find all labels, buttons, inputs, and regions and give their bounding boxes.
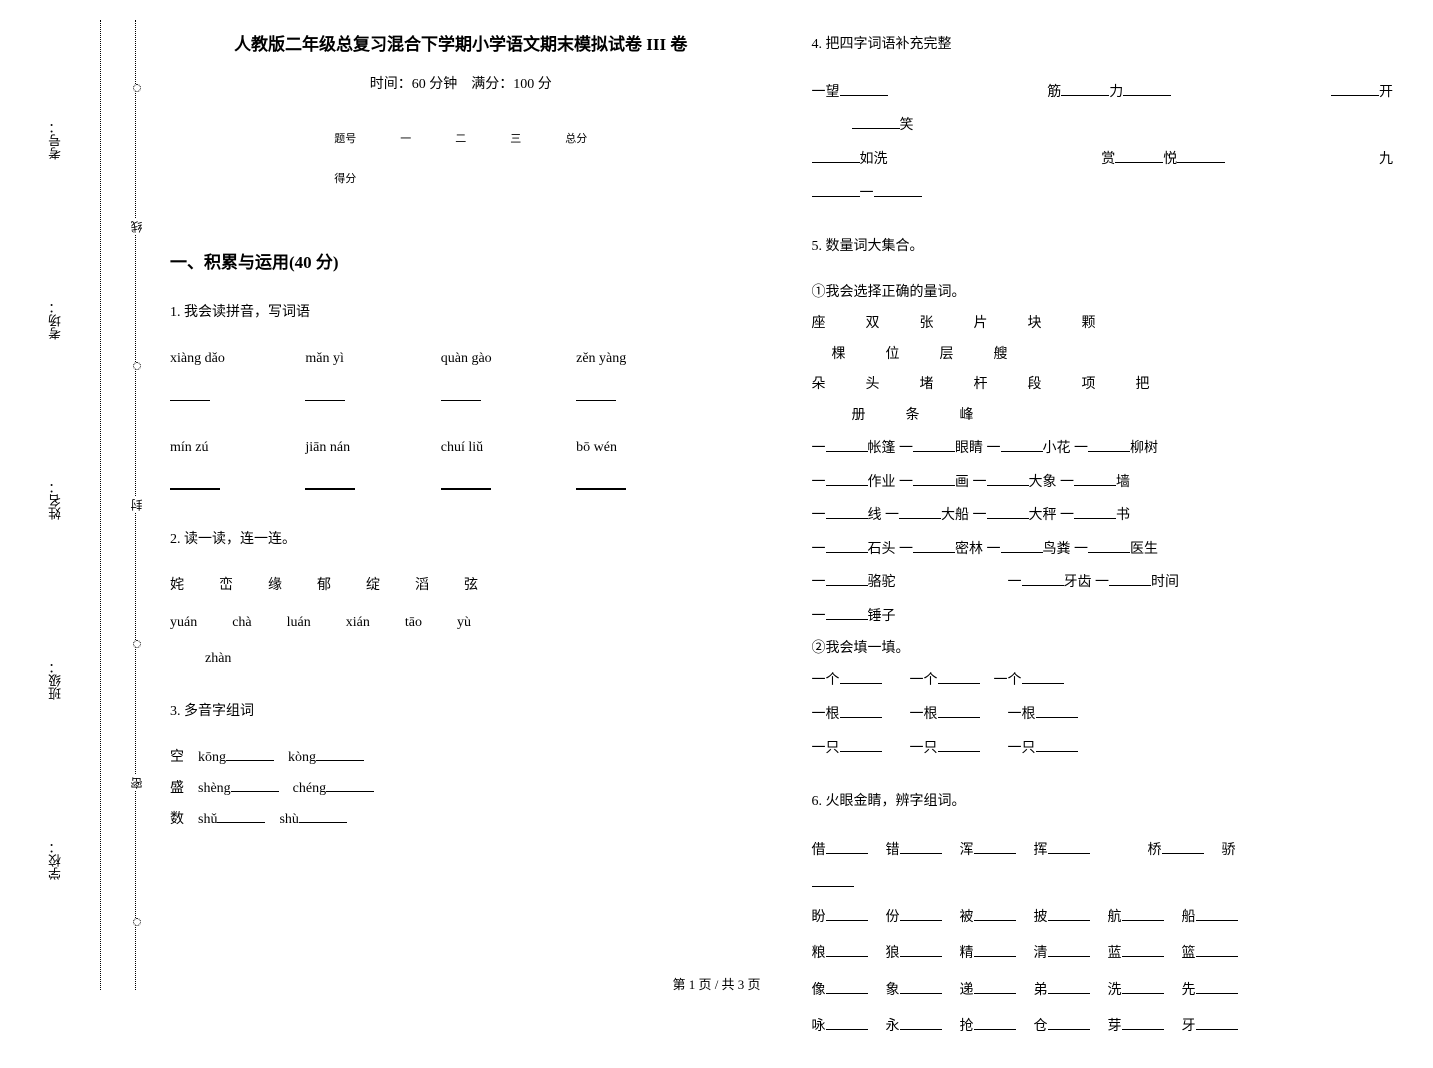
pinyin: xián — [346, 608, 370, 639]
score-header: 得分 — [312, 158, 378, 198]
side-label: 考场： — [46, 301, 65, 340]
circle-marker — [133, 918, 141, 926]
char: 缘 — [268, 571, 282, 602]
dot-label: 封 — [128, 497, 145, 513]
page-footer: 第 1 页 / 共 3 页 — [0, 974, 1433, 993]
dot-label: 密 — [128, 775, 145, 791]
q3-item: 空 kōng kòng — [170, 743, 752, 774]
question-1: 1. 我会读拼音，写词语 xiàng dǎo mǎn yì quàn gào z… — [170, 298, 752, 503]
question-4: 4. 把四字词语补充完整 一望 筋力 开 笑 如洗 赏悦 九 一 — [812, 30, 1394, 210]
side-label: 考号： — [46, 121, 65, 160]
q5-fill-row: 一帐篷 一眼睛 一小花 一柳树 — [812, 432, 1394, 466]
pinyin: chuí liǔ — [441, 433, 576, 464]
pinyin: luán — [287, 608, 311, 639]
exam-title: 人教版二年级总复习混合下学期小学语文期末模拟试卷 III 卷 — [170, 30, 752, 55]
blank — [441, 476, 491, 490]
pinyin: bō wén — [576, 433, 711, 464]
q3-header: 3. 多音字组词 — [170, 697, 752, 728]
q2-header: 2. 读一读，连一连。 — [170, 525, 752, 556]
blank — [170, 387, 210, 401]
q1-header: 1. 我会读拼音，写词语 — [170, 298, 752, 329]
blank — [576, 387, 616, 401]
q4-header: 4. 把四字词语补充完整 — [812, 30, 1394, 61]
circle-marker — [133, 84, 141, 92]
question-5: 5. 数量词大集合。 ①我会选择正确的量词。 座双张片块颗 棵位层艘 朵头堵杆段… — [812, 232, 1394, 765]
blank — [576, 476, 626, 490]
side-labels: 考号： 考场： 姓名： 班级： 学校： — [40, 50, 70, 950]
question-6: 6. 火眼金睛，辨字组词。 借 错 浑 挥 桥 骄 盼 份 被 披 航 船 粮 … — [812, 787, 1394, 1046]
q2-pinyin: yuán chà luán xián tāo yù — [170, 608, 752, 639]
q2-pinyin-extra: zhàn — [170, 644, 752, 675]
question-2: 2. 读一读，连一连。 姹 峦 缘 郁 绽 滔 弦 yuán chà luán … — [170, 525, 752, 675]
pinyin: zěn yàng — [576, 344, 711, 375]
pinyin: yù — [457, 608, 471, 639]
dot-label: 线 — [128, 219, 145, 235]
score-col: 总分 — [543, 118, 609, 158]
char: 绽 — [366, 571, 380, 602]
right-column: 4. 把四字词语补充完整 一望 筋力 开 笑 如洗 赏悦 九 一 — [812, 30, 1394, 1068]
blank — [170, 476, 220, 490]
content-area: 人教版二年级总复习混合下学期小学语文期末模拟试卷 III 卷 时间：60 分钟 … — [170, 30, 1393, 1068]
char: 峦 — [219, 571, 233, 602]
q5-sub2: ②我会填一填。 — [812, 634, 1394, 665]
q5-options: 座双张片块颗 — [812, 309, 1394, 340]
exam-subtitle: 时间：60 分钟 满分：100 分 — [170, 73, 752, 93]
side-label: 姓名： — [46, 481, 65, 520]
q6-header: 6. 火眼金睛，辨字组词。 — [812, 787, 1394, 818]
char: 郁 — [317, 571, 331, 602]
pinyin: yuán — [170, 608, 197, 639]
q2-chars: 姹 峦 缘 郁 绽 滔 弦 — [170, 571, 752, 602]
dotted-labels: 线 封 密 — [128, 20, 145, 990]
score-col: 二 — [433, 118, 488, 158]
score-col: 一 — [378, 118, 433, 158]
score-col: 三 — [488, 118, 543, 158]
section-title: 一、积累与运用(40 分) — [170, 248, 752, 273]
pinyin: jiān nán — [305, 433, 440, 464]
pinyin: xiàng dǎo — [170, 344, 305, 375]
pinyin: tāo — [405, 608, 422, 639]
side-label: 学校： — [46, 841, 65, 880]
score-table: 题号 一 二 三 总分 得分 — [312, 118, 609, 198]
side-label: 班级： — [46, 661, 65, 700]
pinyin: mín zú — [170, 433, 305, 464]
pinyin: mǎn yì — [305, 344, 440, 375]
left-column: 人教版二年级总复习混合下学期小学语文期末模拟试卷 III 卷 时间：60 分钟 … — [170, 30, 752, 1068]
char: 滔 — [415, 571, 429, 602]
blank — [305, 476, 355, 490]
question-3: 3. 多音字组词 空 kōng kòng 盛 shèng chéng 数 shǔ… — [170, 697, 752, 835]
pinyin: chà — [232, 608, 251, 639]
circle-marker — [133, 640, 141, 648]
blank — [305, 387, 345, 401]
blank — [441, 387, 481, 401]
q5-header: 5. 数量词大集合。 — [812, 232, 1394, 263]
char: 姹 — [170, 571, 184, 602]
q5-sub1: ①我会选择正确的量词。 — [812, 278, 1394, 309]
q3-item: 数 shǔ shù — [170, 805, 752, 836]
char: 弦 — [464, 571, 478, 602]
q3-item: 盛 shèng chéng — [170, 774, 752, 805]
circle-marker — [133, 362, 141, 370]
dotted-line-outer — [100, 20, 101, 990]
score-header: 题号 — [312, 118, 378, 158]
pinyin: quàn gào — [441, 344, 576, 375]
